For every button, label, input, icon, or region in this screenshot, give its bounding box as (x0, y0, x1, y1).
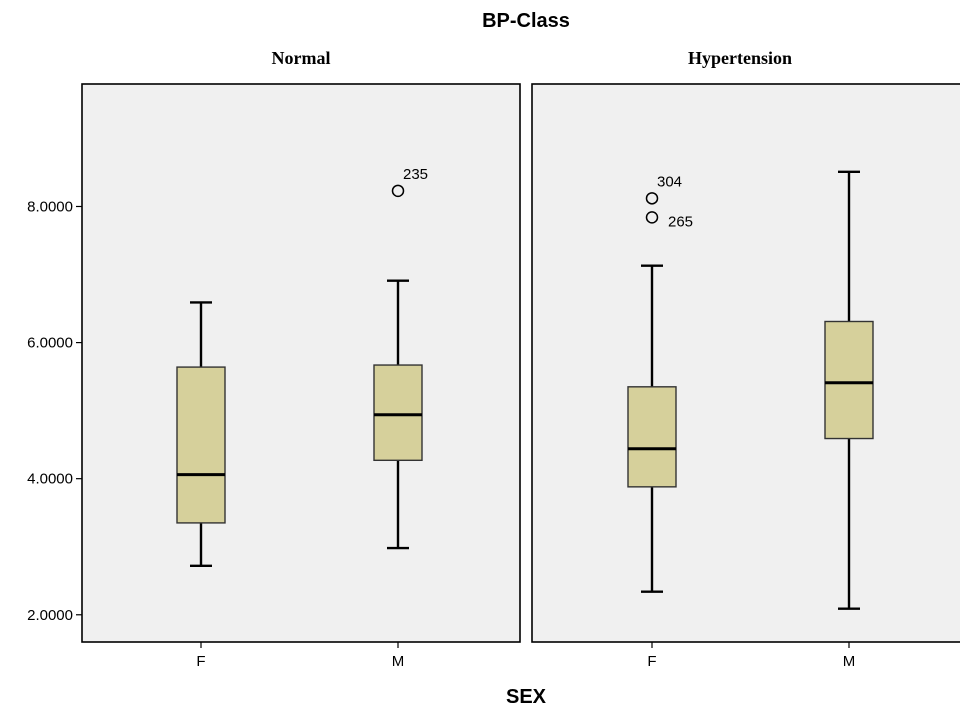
iqr-box (824, 320, 874, 440)
panel-label: Hypertension (688, 48, 792, 68)
y-tick-label: 8.0000 (27, 198, 73, 215)
outlier-label: 304 (657, 173, 682, 190)
panel-frame (81, 83, 521, 643)
chart-title: BP-Class (482, 10, 570, 32)
box-normal-f: F (176, 301, 226, 670)
outlier-point (645, 211, 659, 224)
outlier-point (391, 184, 405, 198)
iqr-box (627, 386, 677, 488)
box-hypertension-f: 304 265 F (627, 173, 693, 670)
panel-label: Normal (272, 48, 331, 68)
y-axis: 2.0000 4.0000 6.0000 8.0000 (27, 198, 82, 624)
iqr-box (373, 364, 423, 462)
box-normal-m: 235 M (373, 166, 428, 670)
outlier-point (645, 192, 659, 205)
panel-normal: Normal F 235 M (81, 48, 521, 670)
outlier-label: 235 (403, 166, 428, 183)
y-tick-label: 4.0000 (27, 471, 73, 488)
y-tick-label: 2.0000 (27, 607, 73, 624)
panel-frame (531, 83, 960, 643)
x-tick-label: F (647, 653, 656, 670)
box-hypertension-m: M (824, 170, 874, 670)
panel-hypertension: Hypertension 304 265 F M (531, 48, 960, 670)
panels-layer: Normal F 235 M Hypertension 304 265 F M (81, 48, 960, 670)
y-tick-label: 6.0000 (27, 335, 73, 352)
outlier-label: 265 (668, 213, 693, 230)
x-tick-label: M (392, 653, 405, 670)
iqr-box (176, 366, 226, 524)
x-tick-label: F (196, 653, 205, 670)
x-tick-label: M (843, 653, 856, 670)
x-axis-label: SEX (506, 686, 547, 707)
